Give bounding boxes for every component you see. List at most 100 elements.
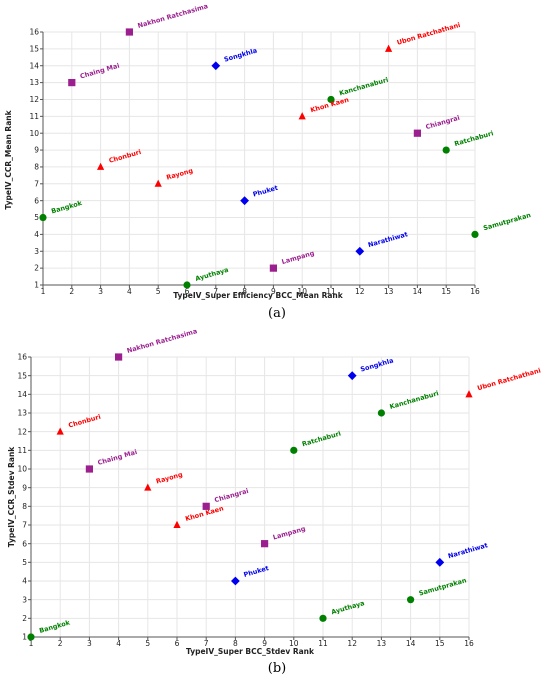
chart-b-y-tick-label: 14 (17, 390, 27, 399)
chart-a-y-tick-label: 7 (34, 179, 39, 188)
chart-b-x-tick-label: 11 (318, 639, 328, 648)
chart-b-point-nakhon-ratchasima: Nakhon Ratchasima (115, 327, 198, 361)
chart-b-marker-triangle (144, 483, 152, 491)
chart-b-caption: (b) (268, 661, 286, 676)
chart-a-x-tick-label: 3 (98, 287, 103, 296)
chart-b-y-tick-label: 16 (17, 353, 27, 362)
chart-b-x-tick-label: 5 (145, 639, 150, 648)
chart-b-y-tick-label: 15 (17, 371, 27, 380)
chart-a-plot-area (43, 32, 475, 285)
chart-a-y-tick-label: 1 (34, 281, 39, 290)
chart-b-x-tick-label: 9 (262, 639, 267, 648)
chart-a-y-tick-label: 13 (29, 78, 39, 87)
chart-a-point-label: Nakhon Ratchasima (137, 2, 209, 30)
chart-a-x-tick-label: 13 (384, 287, 394, 296)
chart-b-x-tick-label: 8 (233, 639, 238, 648)
chart-a-marker-triangle (385, 44, 393, 52)
chart-a-x-tick-label: 12 (355, 287, 365, 296)
chart-a-x-tick-label: 5 (156, 287, 161, 296)
chart-b: 1 2 3 4 5 6 7 8 9 10 11 12 13 14 15 1612345678910111213… (7, 327, 542, 676)
chart-b-x-tick-label: 12 (347, 639, 357, 648)
chart-b-y-tick-label: 11 (17, 446, 27, 455)
chart-b-x-tick-label: 13 (377, 639, 387, 648)
chart-a-marker-square (68, 79, 76, 87)
chart-a-point-nakhon-ratchasima: Nakhon Ratchasima (125, 2, 209, 36)
chart-a-x-tick-label: 7 (213, 287, 218, 296)
chart-a-marker-triangle (298, 112, 306, 120)
chart-a-point-samutprakan: Samutprakan (471, 211, 532, 238)
chart-b-plot-area (31, 357, 469, 637)
chart-b-y-tick-label: 10 (17, 465, 27, 474)
chart-a-y-tick-label: 10 (29, 129, 39, 138)
chart-a-marker-square (125, 28, 133, 36)
chart-b-marker-square (115, 353, 123, 361)
chart-b-x-tick-label: 2 (58, 639, 63, 648)
chart-a-point-label: Samutprakan (482, 211, 532, 232)
chart-a-y-tick-label: 3 (34, 247, 39, 256)
chart-a: 1 2 3 4 5 6 7 8 9 10 11 12 13 14 15 1612345678910111213… (4, 2, 532, 321)
chart-a-y-tick-label: 4 (34, 230, 39, 239)
chart-a-marker-circle (39, 213, 47, 222)
chart-b-x-tick-label: 7 (204, 639, 209, 648)
chart-a-y-tick-label: 14 (29, 61, 39, 70)
chart-b-x-tick-label: 1 (29, 639, 34, 648)
chart-b-marker-circle (290, 446, 298, 454)
chart-b-marker-diamond (347, 371, 357, 381)
chart-b-x-tick-label: 4 (116, 639, 121, 648)
chart-b-y-tick-label: 7 (22, 521, 27, 530)
chart-a-y-tick-label: 12 (29, 95, 39, 104)
chart-b-marker-square (85, 465, 93, 473)
chart-a-marker-circle (442, 146, 450, 154)
chart-b-y-tick-label: 5 (22, 558, 27, 567)
chart-b-x-tick-label: 15 (435, 639, 445, 648)
chart-a-marker-square (269, 264, 277, 272)
chart-b-marker-triangle (465, 390, 473, 398)
chart-b-point-label: Nakhon Ratchasima (126, 327, 198, 355)
chart-b-x-tick-label: 3 (87, 639, 92, 648)
chart-b-y-tick-label: 3 (22, 595, 27, 604)
chart-b-marker-square (261, 540, 269, 548)
chart-b-marker-triangle (173, 520, 181, 528)
chart-a-marker-circle (471, 230, 479, 238)
chart-b-x-tick-label: 6 (175, 639, 180, 648)
chart-b-marker-circle (27, 633, 35, 641)
chart-b-marker-circle (407, 596, 415, 604)
chart-b-marker-square (202, 502, 210, 510)
chart-a-x-tick-label: 1 (41, 287, 46, 296)
chart-b-ylabel: TypeIV_CCR_Stdev Rank (7, 446, 16, 548)
chart-b-y-tick-label: 1 (22, 633, 27, 642)
chart-b-point-label: Ubon Ratchathani (476, 366, 541, 392)
chart-a-x-tick-label: 16 (470, 287, 480, 296)
chart-b-point-ubon-ratchathani: Ubon Ratchathani (465, 366, 542, 398)
chart-a-y-tick-label: 5 (34, 213, 39, 222)
chart-b-x-tick-label: 16 (464, 639, 474, 648)
chart-b-x-tick-label: 14 (406, 639, 416, 648)
chart-a-y-tick-label: 15 (29, 44, 39, 53)
chart-a-y-tick-label: 6 (34, 196, 39, 205)
chart-b-y-tick-label: 2 (22, 614, 27, 623)
chart-a-marker-diamond (211, 61, 221, 71)
chart-a-x-tick-label: 2 (69, 287, 74, 296)
chart-b-marker-diamond (435, 557, 445, 567)
chart-b-y-tick-label: 4 (22, 577, 27, 586)
chart-a-y-tick-label: 9 (34, 146, 39, 155)
chart-a-x-tick-label: 6 (185, 287, 190, 296)
chart-a-marker-diamond (355, 246, 365, 256)
chart-a-y-tick-label: 8 (34, 163, 39, 172)
chart-b-marker-circle (377, 409, 385, 417)
chart-a-x-tick-label: 8 (242, 287, 247, 296)
chart-a-x-tick-label: 14 (413, 287, 423, 296)
chart-a-y-tick-label: 11 (29, 112, 39, 121)
chart-a-x-tick-label: 10 (297, 287, 307, 296)
chart-a-ylabel: TypeIV_CCR_Mean Rank (4, 109, 13, 209)
chart-a-x-tick-label: 9 (271, 287, 276, 296)
chart-a-marker-circle (183, 281, 191, 289)
chart-b-x-tick-label: 10 (289, 639, 299, 648)
chart-a-caption: (a) (268, 306, 286, 321)
chart-b-xlabel: TypeIV_Super BCC_Stdev Rank (186, 647, 315, 656)
chart-b-y-tick-label: 13 (17, 409, 27, 418)
chart-b-marker-triangle (56, 427, 64, 435)
chart-a-y-tick-label: 2 (34, 264, 39, 273)
chart-b-y-tick-label: 9 (22, 483, 27, 492)
chart-b-marker-circle (319, 614, 327, 622)
